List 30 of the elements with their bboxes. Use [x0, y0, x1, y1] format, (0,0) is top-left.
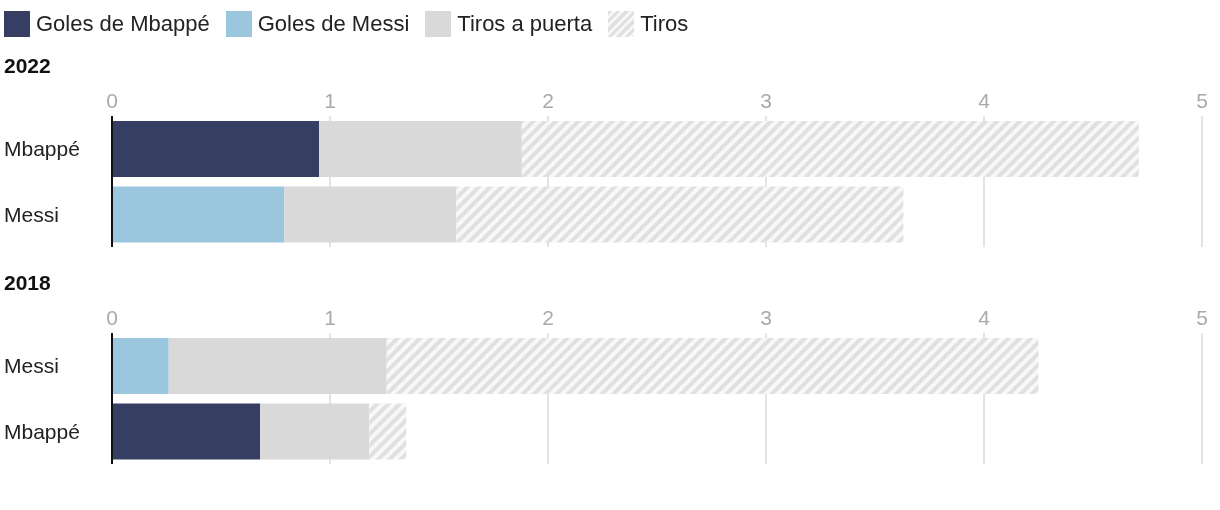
legend-label: Goles de Messi: [257, 11, 410, 37]
bar: [521, 121, 1139, 177]
x-tick-label: 4: [978, 306, 991, 329]
legend-label: Goles de Mbappé: [36, 11, 210, 37]
x-tick-label: 0: [106, 306, 118, 329]
bar: [112, 186, 285, 243]
y-tick-label: Messi: [4, 202, 59, 226]
x-tick-label: 1: [324, 306, 336, 329]
bar: [386, 338, 1039, 394]
x-tick-label: 2: [542, 89, 554, 112]
x-tick-label: 5: [1196, 306, 1208, 329]
bar: [456, 186, 904, 243]
bar: [112, 338, 169, 394]
chart-title: 2018: [4, 271, 52, 296]
legend-label: Tiros: [640, 11, 689, 37]
bar: [112, 403, 261, 460]
legend-label: Tiros a puerta: [457, 11, 593, 37]
y-tick-label: Mbappé: [4, 137, 80, 161]
bar: [112, 121, 320, 177]
x-tick-label: 3: [760, 306, 772, 329]
x-tick-label: 4: [978, 89, 991, 112]
x-tick-label: 3: [760, 89, 772, 112]
x-tick-label: 5: [1196, 89, 1208, 112]
y-tick-label: Messi: [4, 354, 59, 378]
y-tick-label: Mbappé: [4, 419, 80, 443]
x-tick-label: 1: [324, 89, 336, 112]
chart-title: 2022: [4, 54, 52, 79]
x-tick-label: 0: [106, 89, 118, 112]
bar: [369, 403, 407, 460]
x-tick-label: 2: [542, 306, 554, 329]
